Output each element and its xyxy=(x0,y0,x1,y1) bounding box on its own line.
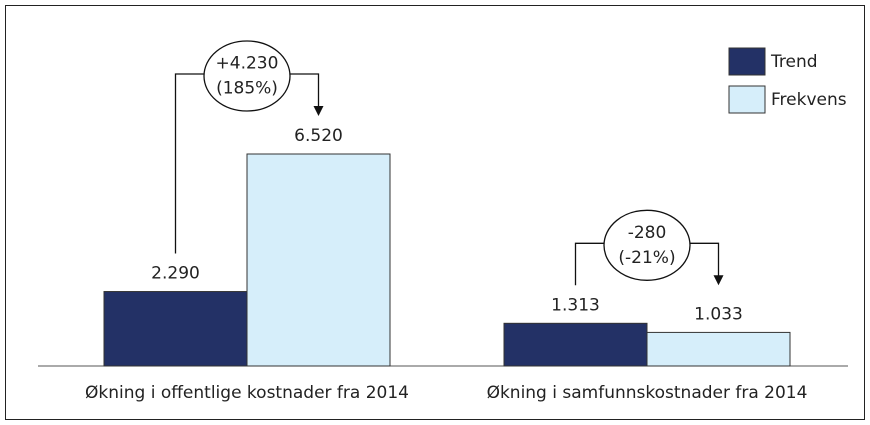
legend-label: Frekvens xyxy=(771,90,847,110)
annotation-bubble xyxy=(203,40,291,112)
annotation-bubble xyxy=(603,209,691,281)
bar xyxy=(503,322,648,367)
bar xyxy=(246,153,391,367)
data-label: 1.033 xyxy=(694,304,743,324)
bar xyxy=(646,331,791,367)
x-tick-label: Økning i samfunnskostnader fra 2014 xyxy=(487,383,808,403)
data-label: 2.290 xyxy=(151,264,200,284)
legend-swatch xyxy=(728,47,766,76)
legend-swatch xyxy=(728,85,766,114)
annotation-text: (-21%) xyxy=(618,248,675,268)
arrow-head xyxy=(313,106,324,116)
annotation-text: -280 xyxy=(628,223,667,243)
annotation-text: +4.230 xyxy=(216,54,279,74)
legend-label: Trend xyxy=(770,52,818,72)
data-label: 1.313 xyxy=(551,295,600,315)
x-tick-label: Økning i offentlige kostnader fra 2014 xyxy=(85,383,409,403)
arrow-head xyxy=(713,275,724,286)
bar xyxy=(103,291,248,367)
annotation-text: (185%) xyxy=(216,79,278,99)
data-label: 6.520 xyxy=(294,126,343,146)
